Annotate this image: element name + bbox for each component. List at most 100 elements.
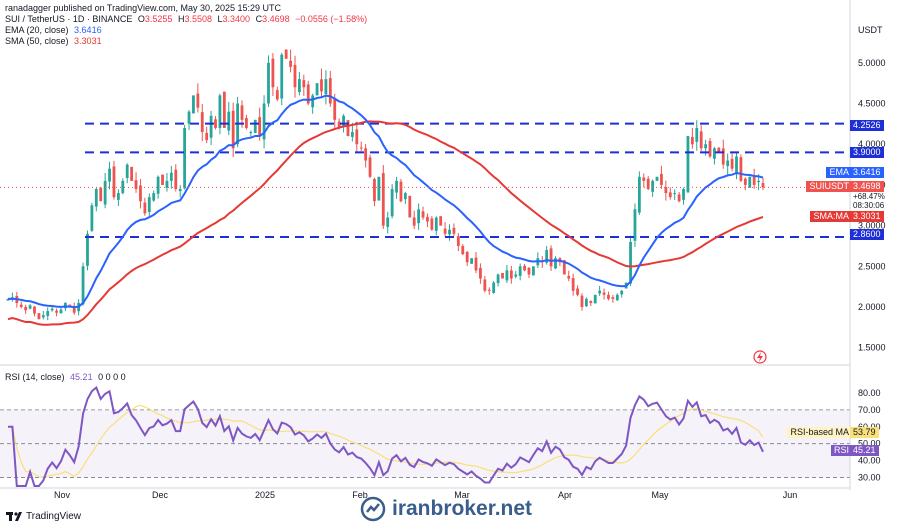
candle-body: [686, 136, 690, 193]
candle-body: [417, 209, 421, 224]
candle-body: [245, 118, 248, 128]
rsi-tick-label: 70.00: [858, 405, 881, 415]
symbol-name: SUI / TetherUS · 1D · BINANCE: [5, 14, 133, 24]
candle-body: [267, 62, 270, 104]
price-pane[interactable]: [0, 14, 850, 364]
candle-body: [125, 164, 129, 178]
tag-symbol-value: 3.4698: [850, 181, 884, 192]
rsi-pane[interactable]: [0, 385, 850, 487]
levels-layer: [85, 122, 850, 239]
time-axis[interactable]: Nov Dec 2025 Feb Mar Apr May Jun: [54, 490, 797, 500]
candle-body: [178, 189, 182, 192]
candle-body: [452, 227, 456, 234]
candle-body: [271, 58, 275, 88]
candle-body: [474, 257, 478, 271]
rsi-legend[interactable]: RSI (14, close) 45.21 0 0 0 0: [5, 372, 126, 383]
candle-body: [492, 282, 496, 293]
candle-body: [593, 294, 597, 304]
candle-body: [253, 119, 257, 133]
candle-body: [275, 90, 279, 100]
watermark-text: iranbroker.net: [392, 497, 533, 520]
candle-body: [28, 305, 32, 309]
candle-body: [505, 270, 509, 281]
candle-body: [743, 178, 747, 185]
candle-body: [708, 140, 712, 157]
candle-body: [280, 54, 284, 99]
candle-body: [350, 132, 354, 137]
rsi-tick-label: 50.00: [858, 439, 881, 449]
rsi-band-lines: [0, 409, 850, 478]
candle-body: [629, 241, 632, 284]
candle-body: [169, 172, 173, 181]
candle-body: [554, 258, 557, 269]
candle-body: [187, 111, 191, 124]
candle-body: [72, 307, 76, 313]
candle-body: [571, 278, 575, 291]
candle-body: [222, 91, 226, 128]
candle-body: [121, 180, 125, 194]
candle-body: [615, 294, 619, 301]
lightning-icon[interactable]: [753, 350, 767, 364]
candle-body: [677, 194, 681, 202]
candle-body: [602, 292, 606, 295]
candle-body: [434, 217, 438, 231]
candle-body: [116, 193, 120, 200]
tag-resistance-1: 4.2526: [850, 120, 884, 131]
candle-body: [567, 275, 571, 279]
rsi-legend-extra: 0 0 0 0: [98, 372, 126, 382]
candle-body: [337, 121, 341, 128]
candle-body: [81, 266, 85, 305]
symbol-legend[interactable]: SUI / TetherUS · 1D · BINANCE O3.5255 H3…: [5, 14, 367, 25]
candle-body: [143, 202, 147, 214]
ema-legend[interactable]: EMA (20, close) 3.6416: [5, 25, 102, 36]
candle-body: [660, 173, 663, 185]
candle-body: [373, 178, 376, 202]
sma-legend[interactable]: SMA (50, close) 3.3031: [5, 36, 102, 47]
tag-rsi-name: RSI: [830, 445, 852, 456]
candle-body: [465, 251, 469, 263]
candle-body: [130, 166, 134, 181]
published-note: ranadagger published on TradingView.com,…: [5, 3, 282, 13]
tradingview-icon: [6, 512, 22, 521]
candle-body: [483, 279, 487, 291]
candle-body: [620, 290, 624, 295]
candle-body: [161, 174, 164, 185]
tradingview-logo[interactable]: TradingView: [6, 511, 81, 522]
candle-body: [456, 236, 460, 246]
currency-label[interactable]: USDT: [858, 25, 883, 35]
candle-body: [589, 301, 593, 303]
candle-body: [103, 180, 107, 205]
candle-body: [695, 127, 699, 142]
candle-body: [46, 311, 50, 316]
candle-body: [713, 148, 716, 159]
candle-body: [752, 176, 756, 185]
candle-body: [192, 95, 195, 114]
candle-body: [6, 298, 10, 301]
candle-body: [227, 111, 231, 131]
candle-body: [690, 136, 694, 145]
rsi-axis[interactable]: 80.00 70.00 60.00 50.00 40.00 30.00: [858, 388, 881, 483]
candle-body: [381, 173, 385, 226]
candle-body: [611, 297, 615, 299]
ema-20-line: [7, 94, 764, 309]
price-tick-label: 2.0000: [858, 302, 886, 312]
candle-body: [183, 127, 187, 189]
time-tick-label: Feb: [352, 490, 368, 500]
ohlc-h-label: H: [177, 14, 185, 24]
candle-body: [306, 84, 310, 104]
rsi-tick-label: 40.00: [858, 456, 881, 466]
rsi-legend-label: RSI (14, close): [5, 372, 65, 382]
candle-body: [735, 156, 738, 173]
candle-body: [386, 217, 390, 227]
candle-body: [55, 310, 58, 313]
candle-body: [302, 80, 306, 88]
candle-body: [342, 115, 345, 127]
ohlc-o-label: O: [137, 14, 145, 24]
candle-body: [364, 148, 368, 161]
price-tick-label: 5.0000: [858, 58, 886, 68]
candle-body: [461, 245, 465, 255]
candle-body: [156, 176, 160, 194]
candle-body: [147, 197, 151, 213]
candle-body: [430, 218, 434, 230]
